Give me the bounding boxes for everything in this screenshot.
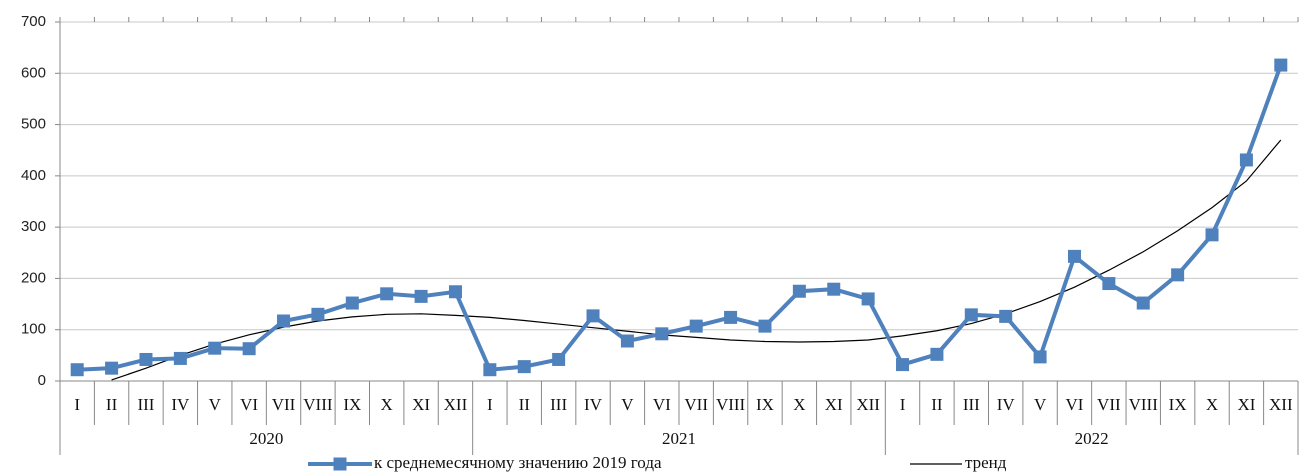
x-tick-label: III xyxy=(963,395,980,414)
x-tick-label: V xyxy=(621,395,634,414)
y-tick-label: 400 xyxy=(21,167,46,184)
legend-label: к среднемесячному значению 2019 года xyxy=(374,453,662,472)
x-tick-label: IV xyxy=(997,395,1016,414)
x-tick-label: IX xyxy=(343,395,361,414)
data-point xyxy=(655,327,669,341)
data-point xyxy=(483,363,497,377)
trend-line xyxy=(111,139,1282,381)
x-tick-label: III xyxy=(550,395,567,414)
x-tick-label: IV xyxy=(171,395,190,414)
y-tick-label: 300 xyxy=(21,218,46,235)
year-label: 2021 xyxy=(662,429,696,448)
data-point xyxy=(930,347,944,361)
x-tick-label: II xyxy=(106,395,118,414)
x-tick-label: II xyxy=(931,395,943,414)
y-tick-label: 500 xyxy=(21,116,46,133)
data-point xyxy=(827,282,841,296)
data-point xyxy=(517,360,531,374)
data-point xyxy=(1205,228,1219,242)
x-tick-label: VI xyxy=(1065,395,1083,414)
x-tick-label: XII xyxy=(1269,395,1293,414)
data-point xyxy=(896,358,910,372)
data-point xyxy=(758,319,772,333)
y-tick-label: 700 xyxy=(21,13,46,30)
data-point xyxy=(1102,277,1116,291)
x-tick-label: V xyxy=(1034,395,1047,414)
y-tick-label: 0 xyxy=(38,372,46,389)
data-point xyxy=(964,308,978,322)
data-point xyxy=(277,314,291,328)
y-tick-label: 600 xyxy=(21,64,46,81)
data-point xyxy=(242,342,256,356)
x-tick-label: IV xyxy=(584,395,603,414)
x-tick-label: I xyxy=(487,395,493,414)
x-tick-label: VII xyxy=(684,395,708,414)
x-tick-label: VI xyxy=(240,395,258,414)
x-tick-label: VIII xyxy=(303,395,333,414)
data-point xyxy=(380,287,394,301)
data-point xyxy=(620,334,634,348)
data-point xyxy=(173,351,187,365)
data-point xyxy=(345,296,359,310)
data-point xyxy=(1136,296,1150,310)
data-point xyxy=(552,352,566,366)
x-tick-label: XI xyxy=(825,395,843,414)
x-tick-label: III xyxy=(137,395,154,414)
data-point xyxy=(724,310,738,324)
x-tick-label: XII xyxy=(856,395,880,414)
year-label: 2020 xyxy=(249,429,283,448)
x-tick-label: IX xyxy=(1169,395,1187,414)
data-point xyxy=(448,285,462,299)
data-point xyxy=(1274,58,1288,72)
x-tick-label: X xyxy=(381,395,393,414)
x-tick-label: VII xyxy=(272,395,296,414)
x-tick-label: XI xyxy=(1237,395,1255,414)
data-point xyxy=(1033,350,1047,364)
x-tick-label: V xyxy=(209,395,222,414)
legend-label: тренд xyxy=(965,453,1007,472)
data-point xyxy=(689,319,703,333)
data-point xyxy=(70,363,84,377)
data-point xyxy=(414,289,428,303)
year-label: 2022 xyxy=(1075,429,1109,448)
data-point xyxy=(792,284,806,298)
data-point xyxy=(1171,268,1185,282)
x-tick-label: XI xyxy=(412,395,430,414)
x-tick-label: XII xyxy=(444,395,468,414)
x-tick-label: VIII xyxy=(716,395,746,414)
data-point xyxy=(139,352,153,366)
x-tick-label: VI xyxy=(653,395,671,414)
x-tick-label: X xyxy=(1206,395,1218,414)
data-point xyxy=(311,307,325,321)
data-line xyxy=(77,64,1283,372)
data-point xyxy=(586,309,600,323)
data-point xyxy=(208,341,222,355)
x-tick-label: X xyxy=(793,395,805,414)
x-tick-label: I xyxy=(900,395,906,414)
x-tick-label: VII xyxy=(1097,395,1121,414)
data-point xyxy=(861,292,875,306)
data-point xyxy=(999,309,1013,323)
x-tick-label: IX xyxy=(756,395,774,414)
y-tick-label: 100 xyxy=(21,321,46,338)
data-point xyxy=(1239,153,1253,167)
data-point xyxy=(1067,249,1081,263)
x-tick-label: II xyxy=(519,395,531,414)
y-tick-label: 200 xyxy=(21,269,46,286)
x-tick-label: I xyxy=(74,395,80,414)
data-point xyxy=(105,361,119,375)
x-tick-label: VIII xyxy=(1129,395,1159,414)
legend-marker xyxy=(333,457,347,471)
